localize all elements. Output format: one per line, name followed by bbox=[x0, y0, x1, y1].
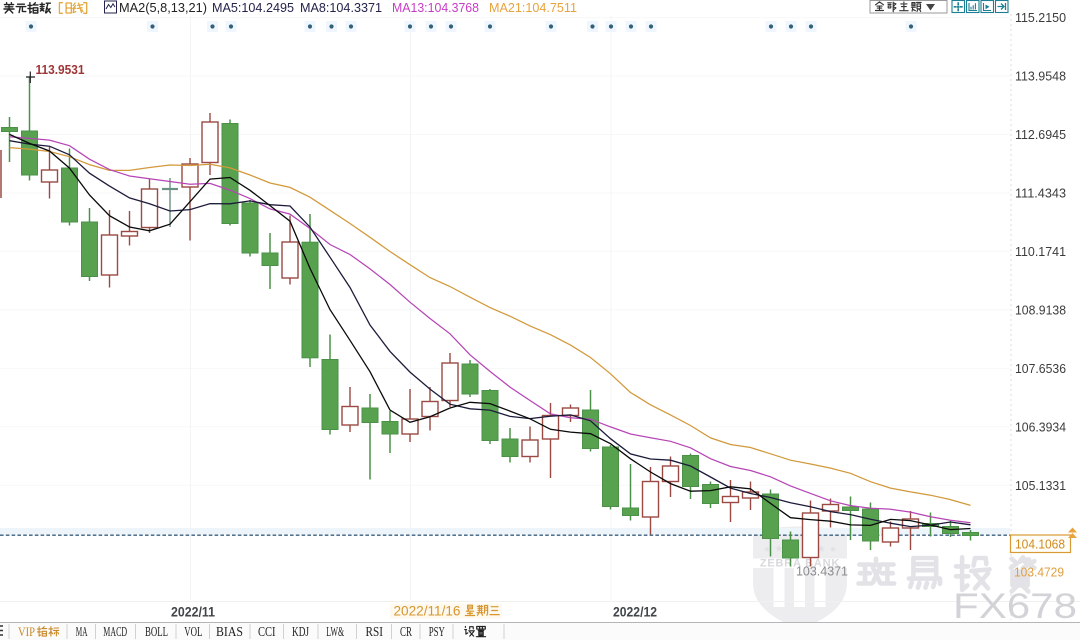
svg-text:MA2(5,8,13,21): MA2(5,8,13,21) bbox=[119, 0, 207, 15]
svg-text:2022/12: 2022/12 bbox=[613, 604, 657, 620]
svg-text:103.4729: 103.4729 bbox=[1014, 565, 1064, 580]
svg-text:105.1331: 105.1331 bbox=[1015, 478, 1066, 493]
svg-text:LW&: LW& bbox=[326, 624, 344, 639]
svg-text:2022/11: 2022/11 bbox=[171, 604, 215, 620]
svg-text:MACD: MACD bbox=[103, 624, 127, 639]
svg-text:MA5:104.2495: MA5:104.2495 bbox=[212, 0, 294, 15]
svg-text:108.9138: 108.9138 bbox=[1015, 302, 1066, 317]
svg-text:110.1741: 110.1741 bbox=[1015, 244, 1066, 259]
svg-text:CR: CR bbox=[400, 624, 412, 639]
svg-text:103.4371: 103.4371 bbox=[796, 564, 848, 579]
svg-text:RSI: RSI bbox=[366, 624, 384, 639]
svg-text:106.3934: 106.3934 bbox=[1015, 419, 1066, 434]
svg-text:BOLL: BOLL bbox=[145, 624, 168, 639]
svg-text:CCI: CCI bbox=[258, 624, 276, 639]
svg-text:MA: MA bbox=[76, 624, 88, 639]
svg-text:104.1068: 104.1068 bbox=[1015, 538, 1065, 552]
svg-text:111.4343: 111.4343 bbox=[1015, 186, 1066, 201]
svg-text:107.6536: 107.6536 bbox=[1015, 361, 1066, 376]
svg-text:112.6945: 112.6945 bbox=[1015, 127, 1066, 142]
svg-text:ZEBRA BANK: ZEBRA BANK bbox=[760, 558, 840, 570]
svg-text:MA13:104.3768: MA13:104.3768 bbox=[392, 0, 479, 15]
svg-text:115.2150: 115.2150 bbox=[1015, 10, 1066, 25]
svg-text:FX678: FX678 bbox=[953, 587, 1077, 626]
svg-text:MA8:104.3371: MA8:104.3371 bbox=[300, 0, 382, 15]
svg-text:KDJ: KDJ bbox=[292, 624, 309, 639]
svg-text:VOL: VOL bbox=[184, 624, 202, 639]
svg-text:PSY: PSY bbox=[429, 624, 445, 639]
svg-text:MA21:104.7511: MA21:104.7511 bbox=[489, 0, 577, 15]
svg-text:2022/11/16: 2022/11/16 bbox=[394, 604, 461, 619]
svg-text:113.9548: 113.9548 bbox=[1015, 69, 1066, 84]
svg-text:VIP: VIP bbox=[18, 624, 35, 639]
svg-text:BIAS: BIAS bbox=[216, 624, 243, 639]
svg-text:113.9531: 113.9531 bbox=[36, 62, 85, 77]
